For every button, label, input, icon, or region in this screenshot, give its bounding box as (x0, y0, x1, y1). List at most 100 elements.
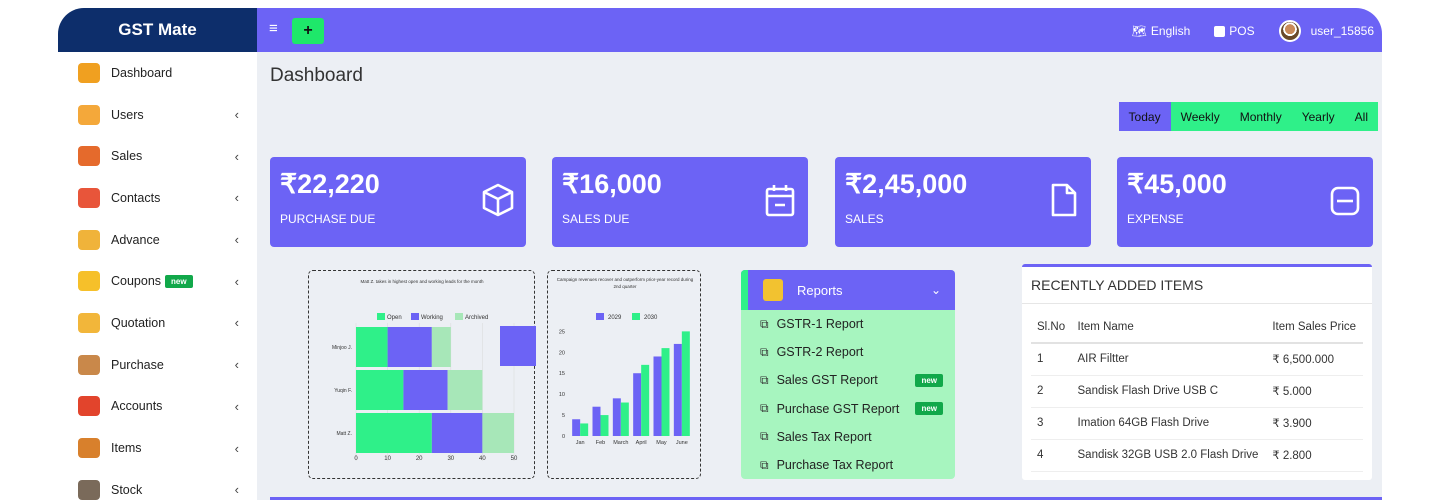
contacts-icon (78, 187, 100, 208)
avatar (1278, 20, 1301, 42)
sidebar-item-items[interactable]: Items ‹ (58, 427, 257, 469)
legend-swatch (632, 313, 640, 320)
calendar-icon (762, 181, 798, 219)
stat-card-purchase-due[interactable]: ₹22,220 PURCHASE DUE (270, 157, 526, 247)
chevron-left-icon: ‹ (234, 190, 239, 206)
brand-logo[interactable]: GST Mate (58, 8, 257, 52)
copy-icon: ⧉ (760, 316, 769, 331)
report-link-sales-gst-report[interactable]: ⧉ Sales GST Report new (741, 366, 955, 394)
stat-label: EXPENSE (1127, 212, 1184, 226)
quick-add-button[interactable]: + (292, 18, 324, 44)
sidebar-item-label: Sales (111, 149, 143, 164)
bar-open (356, 327, 388, 367)
chevron-left-icon: ‹ (234, 357, 239, 373)
menu-toggle-icon[interactable]: ≡ (269, 20, 278, 37)
sidebar-item-dashboard[interactable]: Dashboard (58, 52, 257, 94)
dashboard-icon (78, 62, 100, 83)
sidebar-item-quotation[interactable]: Quotation ‹ (58, 302, 257, 344)
sidebar-item-contacts[interactable]: Contacts ‹ (58, 177, 257, 219)
revenue-chart-svg: Campaign revenues recover and outperform… (557, 277, 694, 446)
pos-link[interactable]: POS (1214, 24, 1255, 38)
x-tick-label: Jan (576, 440, 585, 446)
period-weekly-button[interactable]: Weekly (1180, 109, 1220, 124)
sidebar-item-users[interactable]: Users ‹ (58, 94, 257, 136)
report-label: Sales Tax Report (776, 429, 872, 444)
sidebar-item-sales[interactable]: Sales ‹ (58, 135, 257, 177)
sidebar-item-label: Coupons (111, 274, 162, 289)
accounts-icon (78, 396, 100, 417)
file-icon (1045, 181, 1081, 219)
report-link-purchase-gst-report[interactable]: ⧉ Purchase GST Report new (741, 395, 955, 423)
table-row[interactable]: 2 Sandisk Flash Drive USB C ₹ 5.000 (1031, 375, 1363, 408)
table-row[interactable]: 4 Sandisk 32GB USB 2.0 Flash Drive ₹ 2.800 (1031, 439, 1363, 472)
sidebar-item-accounts[interactable]: Accounts ‹ (58, 386, 257, 428)
chevron-left-icon: ‹ (234, 232, 239, 248)
period-all-button[interactable]: All (1354, 109, 1368, 124)
period-filter: Today Weekly Monthly Yearly All (1118, 102, 1378, 131)
sidebar: Dashboard Users ‹ Sales ‹ Contacts ‹ Advance ‹ Co… (58, 52, 257, 500)
box-icon (480, 181, 516, 219)
stat-card-expense[interactable]: ₹45,000 EXPENSE (1117, 157, 1373, 247)
legend-label: Working (421, 315, 443, 321)
user-menu[interactable]: user_15856 (1278, 20, 1374, 42)
bar-2029 (653, 356, 662, 436)
sidebar-item-label: Purchase (111, 357, 164, 372)
period-yearly-button[interactable]: Yearly (1301, 109, 1335, 124)
legend-swatch (596, 313, 604, 320)
sidebar-item-coupons[interactable]: Coupons new ‹ (58, 260, 257, 302)
language-label: English (1150, 24, 1191, 38)
report-link-purchase-tax-report[interactable]: ⧉ Purchase Tax Report (741, 451, 955, 479)
stock-icon (78, 479, 100, 500)
bar-2030 (620, 402, 629, 436)
report-link-sales-tax-report[interactable]: ⧉ Sales Tax Report (741, 423, 955, 451)
table-cell: Sandisk Flash Drive USB C (1071, 375, 1267, 408)
chevron-down-icon: ⌄ (930, 283, 941, 297)
bar-2029 (592, 406, 601, 436)
table-row[interactable]: 3 Imation 64GB Flash Drive ₹ 3.900 (1031, 407, 1363, 440)
legend-label: 2029 (608, 315, 622, 321)
column-header: Item Sales Price (1266, 312, 1363, 344)
period-today-button[interactable]: Today (1118, 102, 1171, 131)
advance-icon (78, 229, 100, 250)
stat-card-sales-due[interactable]: ₹16,000 SALES DUE (552, 157, 808, 247)
report-label: GSTR-2 Report (776, 345, 864, 360)
chevron-left-icon: ‹ (234, 398, 239, 414)
bar-working (387, 327, 432, 367)
recent-items-table: Sl.No Item Name Item Sales Price 1 AIR Filt… (1031, 312, 1363, 472)
x-tick-label: Feb (596, 440, 605, 446)
legend-swatch (455, 313, 463, 320)
main-content: Dashboard Today Weekly Monthly Yearly All ₹2… (257, 52, 1382, 500)
bar-2030 (580, 423, 589, 436)
stat-card-sales[interactable]: ₹2,45,000 SALES (835, 157, 1091, 247)
y-tick-label: Matt Z. (336, 431, 352, 437)
table-row[interactable]: 1 AIR Filtter ₹ 6,500.000 (1031, 343, 1363, 376)
bar-2030 (641, 364, 650, 436)
purchase-icon (78, 354, 100, 375)
leads-chart-svg: Matt Z. takes in highest open and workin… (332, 279, 536, 462)
report-link-gstr-1-report[interactable]: ⧉ GSTR-1 Report (741, 310, 955, 338)
column-header: Item Name (1071, 312, 1267, 344)
sidebar-item-label: Accounts (111, 399, 163, 414)
stat-label: SALES (845, 212, 884, 226)
y-tick-label: 20 (559, 350, 565, 356)
bar-archived (482, 413, 514, 453)
sidebar-item-label: Advance (111, 232, 160, 247)
report-label: Sales GST Report (776, 373, 878, 388)
legend-label: Archived (465, 315, 488, 321)
x-tick-label: April (636, 440, 647, 446)
stat-value: ₹2,45,000 (845, 169, 968, 199)
sidebar-item-purchase[interactable]: Purchase ‹ (58, 344, 257, 386)
y-tick-label: 5 (562, 413, 565, 419)
x-tick-label: 0 (354, 456, 358, 462)
sidebar-item-advance[interactable]: Advance ‹ (58, 219, 257, 261)
period-monthly-button[interactable]: Monthly (1239, 109, 1282, 124)
sidebar-item-label: Items (111, 441, 142, 456)
new-badge: new (915, 402, 943, 416)
language-selector[interactable]: 🗺 English (1132, 24, 1191, 38)
sidebar-item-stock[interactable]: Stock ‹ (58, 469, 257, 500)
reports-header[interactable]: Reports ⌄ (741, 270, 955, 310)
report-link-gstr-2-report[interactable]: ⧉ GSTR-2 Report (741, 338, 955, 366)
copy-icon: ⧉ (760, 372, 769, 387)
username: user_15856 (1310, 24, 1374, 38)
bar-archived (447, 370, 483, 410)
